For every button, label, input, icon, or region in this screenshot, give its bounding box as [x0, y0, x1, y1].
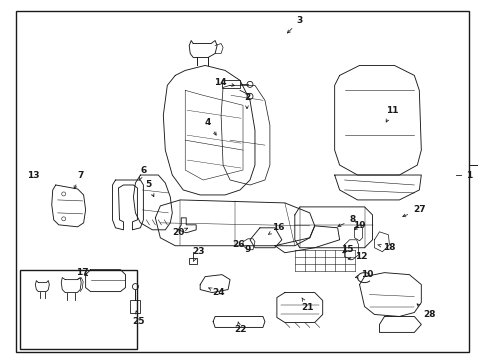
- Text: 21: 21: [301, 298, 313, 312]
- Text: 24: 24: [208, 288, 224, 297]
- Text: 22: 22: [233, 322, 246, 334]
- Text: 5: 5: [145, 180, 154, 197]
- Text: 11: 11: [386, 106, 398, 122]
- Bar: [189, 258, 197, 264]
- Text: 25: 25: [132, 311, 144, 326]
- Text: 7: 7: [74, 171, 83, 189]
- Text: 13: 13: [26, 171, 39, 180]
- Text: 12: 12: [347, 252, 367, 261]
- Text: 8: 8: [337, 215, 355, 226]
- Text: 28: 28: [416, 304, 435, 319]
- Text: 26: 26: [231, 240, 244, 249]
- Bar: [20, 270, 137, 348]
- Text: 16: 16: [268, 223, 284, 234]
- Text: 23: 23: [191, 247, 204, 261]
- Text: 14: 14: [213, 78, 234, 87]
- Text: 4: 4: [204, 118, 216, 135]
- Text: 15: 15: [341, 245, 353, 254]
- Text: 20: 20: [172, 228, 187, 237]
- Text: 6: 6: [139, 166, 146, 180]
- Bar: [222, 80, 240, 88]
- Text: 10: 10: [355, 270, 373, 279]
- Text: 3: 3: [287, 16, 302, 33]
- Text: 27: 27: [402, 206, 425, 217]
- Text: 19: 19: [352, 221, 365, 230]
- Text: 17: 17: [76, 268, 89, 277]
- Text: 2: 2: [244, 93, 249, 109]
- Text: 1: 1: [465, 171, 471, 180]
- Text: 9: 9: [244, 245, 251, 254]
- Text: 18: 18: [377, 243, 395, 252]
- Bar: [130, 300, 140, 314]
